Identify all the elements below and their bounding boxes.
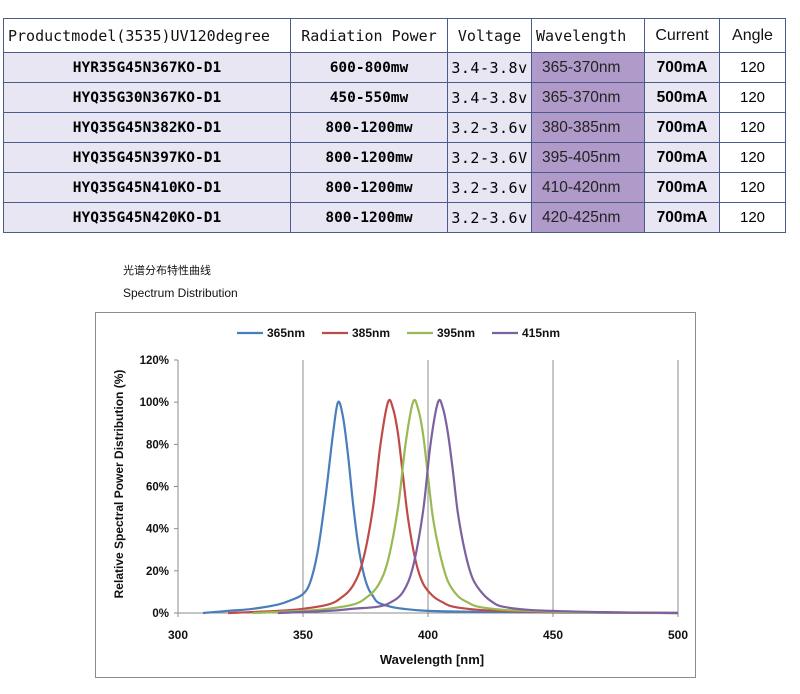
series-line-415nm: [277, 398, 679, 615]
cell-wavelength: 365-370nm: [531, 82, 645, 113]
series-line-385nm: [227, 398, 679, 615]
header-wavelength: Wavelength: [531, 18, 645, 53]
table-row: HYQ35G45N397KO-D1 800-1200mw 3.2-3.6V 39…: [3, 142, 786, 173]
spec-table: Productmodel(3535)UV120degree Radiation …: [3, 18, 786, 233]
y-tick-label: 120%: [140, 355, 169, 367]
legend: 365nm 385nm 395nm 415nm: [237, 326, 560, 340]
series-lines: [202, 398, 679, 615]
header-power: Radiation Power: [290, 18, 448, 53]
cell-wavelength: 410-420nm: [531, 172, 645, 203]
cell-angle: 120: [719, 112, 786, 143]
x-tick-label: 500: [668, 628, 688, 642]
cell-power: 800-1200mw: [290, 172, 448, 203]
cell-model: HYQ35G45N397KO-D1: [3, 142, 291, 173]
grid-lines: [302, 360, 679, 613]
table-row: HYQ35G45N420KO-D1 800-1200mw 3.2-3.6v 42…: [3, 202, 786, 233]
chart-frame: [95, 312, 696, 678]
cell-wavelength: 395-405nm: [531, 142, 645, 173]
cell-model: HYQ35G45N420KO-D1: [3, 202, 291, 233]
y-tick-label: 100%: [140, 397, 169, 409]
y-tick-label: 20%: [146, 566, 169, 578]
caption-english: Spectrum Distribution: [123, 286, 238, 300]
cell-current: 700mA: [644, 52, 720, 83]
table-row: HYQ35G45N410KO-D1 800-1200mw 3.2-3.6v 41…: [3, 172, 786, 203]
cell-power: 800-1200mw: [290, 142, 448, 173]
cell-voltage: 3.2-3.6v: [447, 172, 532, 203]
header-current: Current: [644, 18, 720, 53]
table-row: HYQ35G30N367KO-D1 450-550mw 3.4-3.8v 365…: [3, 82, 786, 113]
legend-label: 395nm: [437, 326, 475, 340]
cell-angle: 120: [719, 142, 786, 173]
cell-power: 800-1200mw: [290, 202, 448, 233]
cell-power: 800-1200mw: [290, 112, 448, 143]
header-angle: Angle: [719, 18, 786, 53]
cell-voltage: 3.4-3.8v: [447, 82, 532, 113]
series-line-365nm: [202, 400, 679, 615]
cell-voltage: 3.2-3.6v: [447, 112, 532, 143]
cell-wavelength: 365-370nm: [531, 52, 645, 83]
header-model: Productmodel(3535)UV120degree: [3, 18, 291, 53]
cell-current: 700mA: [644, 112, 720, 143]
legend-label: 385nm: [352, 326, 390, 340]
y-tick-label: 80%: [146, 439, 169, 451]
cell-angle: 120: [719, 202, 786, 233]
header-voltage: Voltage: [447, 18, 532, 53]
spectrum-chart: 0% 20% 40% 60% 80% 100% 120% 300 350 400 450 500 36…: [95, 312, 696, 678]
cell-angle: 120: [719, 52, 786, 83]
cell-current: 500mA: [644, 82, 720, 113]
cell-model: HYQ35G45N410KO-D1: [3, 172, 291, 203]
table-row: HYQ35G45N382KO-D1 800-1200mw 3.2-3.6v 38…: [3, 112, 786, 143]
cell-voltage: 3.2-3.6V: [447, 142, 532, 173]
legend-label: 415nm: [522, 326, 560, 340]
cell-current: 700mA: [644, 142, 720, 173]
x-tick-label: 450: [543, 628, 563, 642]
cell-wavelength: 380-385nm: [531, 112, 645, 143]
cell-voltage: 3.2-3.6v: [447, 202, 532, 233]
cell-power: 600-800mw: [290, 52, 448, 83]
legend-label: 365nm: [267, 326, 305, 340]
x-tick-label: 400: [418, 628, 438, 642]
cell-current: 700mA: [644, 202, 720, 233]
cell-angle: 120: [719, 172, 786, 203]
series-line-395nm: [252, 398, 679, 615]
table-row: HYR35G45N367KO-D1 600-800mw 3.4-3.8v 365…: [3, 52, 786, 83]
cell-wavelength: 420-425nm: [531, 202, 645, 233]
cell-angle: 120: [719, 82, 786, 113]
cell-voltage: 3.4-3.8v: [447, 52, 532, 83]
y-tick-label: 0%: [152, 608, 169, 620]
caption-chinese: 光谱分布特性曲线: [123, 264, 211, 277]
table-header-row: Productmodel(3535)UV120degree Radiation …: [3, 18, 786, 53]
cell-power: 450-550mw: [290, 82, 448, 113]
cell-model: HYR35G45N367KO-D1: [3, 52, 291, 83]
cell-current: 700mA: [644, 172, 720, 203]
cell-model: HYQ35G30N367KO-D1: [3, 82, 291, 113]
cell-model: HYQ35G45N382KO-D1: [3, 112, 291, 143]
x-axis-label: Wavelength [nm]: [380, 652, 484, 667]
y-axis-label: Relative Spectral Power Distribution (%): [112, 370, 126, 599]
x-tick-label: 350: [293, 628, 313, 642]
x-tick-label: 300: [168, 628, 188, 642]
y-tick-label: 60%: [146, 482, 169, 494]
y-tick-label: 40%: [146, 524, 169, 536]
